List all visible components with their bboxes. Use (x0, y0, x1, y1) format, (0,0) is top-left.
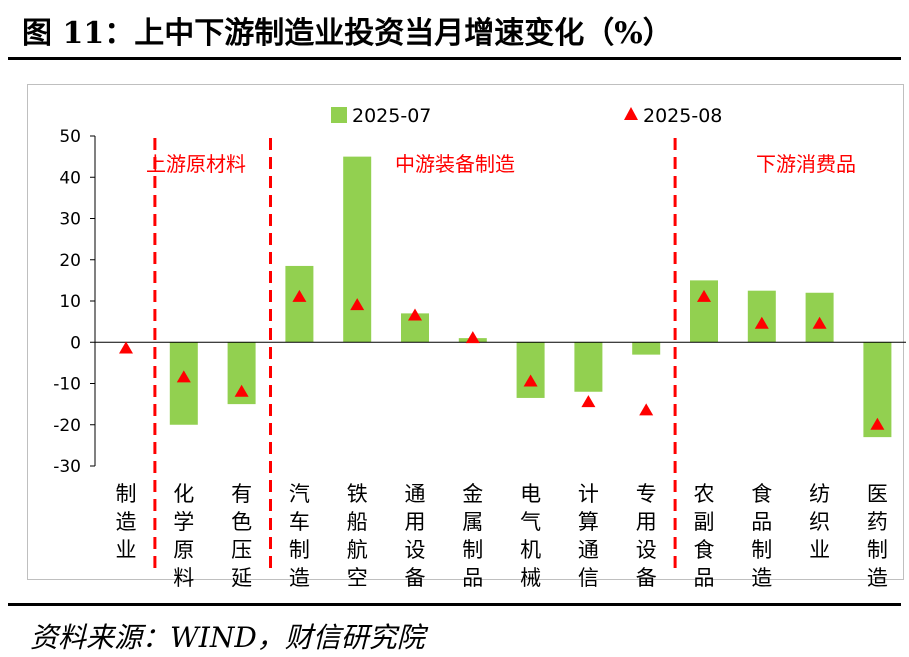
category-label: 医药制造 (867, 482, 888, 590)
y-tick-label: -30 (53, 457, 81, 477)
bar (343, 156, 372, 343)
source-note: 资料来源：WIND，财信研究院 (30, 621, 425, 654)
category-label: 电气机械 (520, 482, 541, 590)
category-label: 有色压延 (231, 482, 252, 590)
marker-point (697, 289, 711, 302)
marker-point (408, 308, 422, 321)
y-tick-label: -20 (53, 416, 81, 436)
marker-point (639, 403, 654, 416)
top-rule (8, 57, 901, 60)
chart-frame (27, 84, 904, 580)
y-tick-label: -10 (53, 375, 81, 395)
bar (632, 342, 661, 355)
bar (690, 280, 718, 343)
category-label: 食品制造 (751, 482, 772, 590)
legend-swatch-bar (331, 107, 347, 123)
category-label: 铁船航空 (347, 482, 368, 590)
figure-title: 图 11：上中下游制造业投资当月增速变化（%） (22, 16, 673, 51)
y-tick-label: 50 (59, 127, 81, 147)
category-label: 专用设备 (636, 482, 657, 590)
y-tick-label: 30 (59, 210, 81, 230)
group-label: 中游装备制造 (395, 152, 515, 176)
category-label: 农副食品 (694, 482, 715, 590)
category-label: 金属制品 (462, 482, 483, 590)
category-label: 通用设备 (405, 482, 426, 590)
category-label: 汽车制造 (289, 482, 310, 590)
group-label: 上游原材料 (146, 152, 246, 176)
marker-point (292, 289, 307, 302)
marker-point (812, 316, 827, 329)
marker-point (523, 374, 538, 387)
y-tick-label: 0 (70, 333, 81, 353)
marker-point (870, 417, 885, 430)
chart-canvas: 50 40 30 20 10 0 -10 -20 -30 制造业 化学原料 有色压延 汽车制造 铁船航空 通… (53, 105, 906, 590)
marker-point (350, 298, 365, 311)
marker-point (581, 395, 596, 408)
bar (169, 342, 198, 425)
legend-label: 2025-08 (643, 105, 722, 127)
marker-point (465, 331, 480, 344)
bar (747, 290, 776, 343)
category-label: 计算通信 (578, 482, 599, 590)
bar (516, 342, 545, 398)
category-label: 制造业 (116, 482, 137, 562)
legend-swatch-marker (624, 107, 638, 120)
y-tick-label: 10 (59, 292, 81, 312)
category-label: 化学原料 (173, 482, 194, 590)
bar (285, 265, 314, 343)
marker-point (119, 341, 133, 354)
y-tick-label: 40 (59, 168, 81, 188)
bar (574, 342, 603, 392)
marker-point (234, 384, 249, 397)
y-tick-label: 20 (59, 251, 81, 271)
legend-label: 2025-07 (352, 105, 431, 127)
marker-point (176, 370, 191, 383)
group-label: 下游消费品 (756, 152, 856, 176)
bottom-rule (8, 603, 901, 606)
marker-point (754, 316, 769, 329)
category-label: 纺织业 (809, 482, 830, 562)
